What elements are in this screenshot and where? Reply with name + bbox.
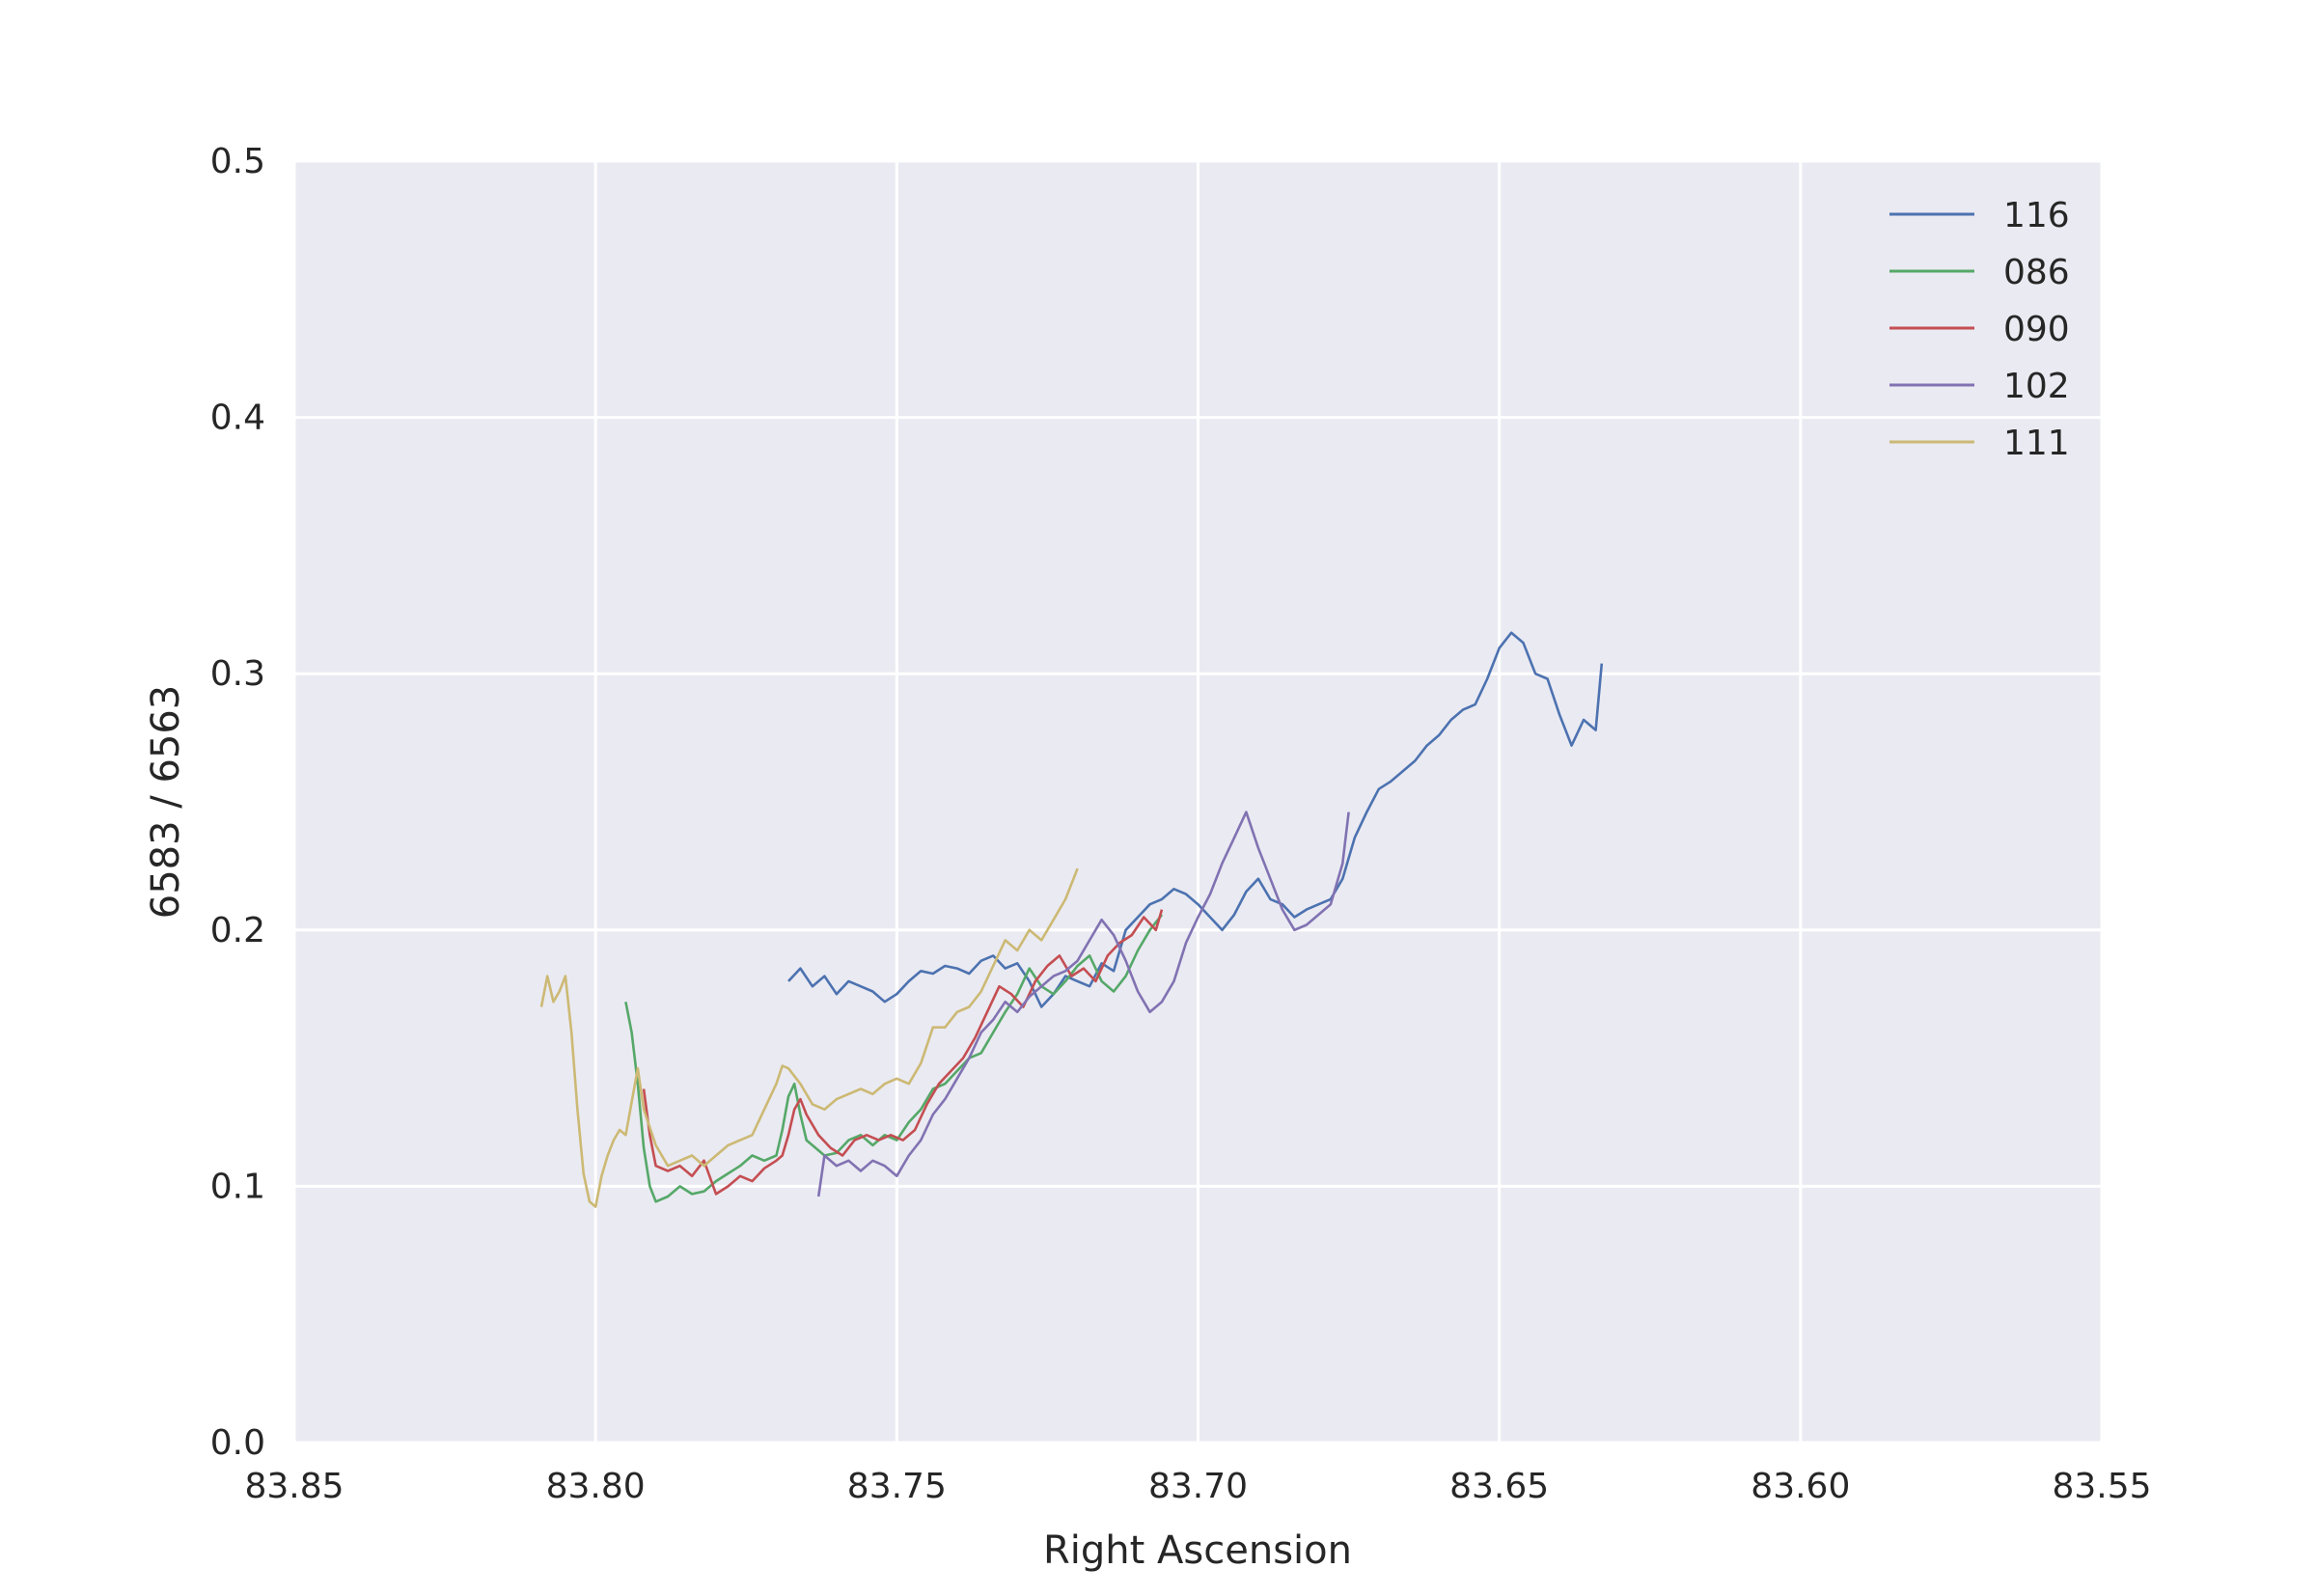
x-tick-label: 83.70 bbox=[1148, 1467, 1248, 1506]
legend: 116 086 090 102 111 bbox=[1889, 196, 2070, 463]
legend-label-102: 102 bbox=[2003, 367, 2070, 406]
y-tick-label: 0.4 bbox=[210, 399, 265, 438]
series-lines bbox=[539, 631, 1604, 1208]
y-tick-label: 0.2 bbox=[210, 911, 265, 950]
x-tick-label: 83.60 bbox=[1751, 1467, 1850, 1506]
legend-label-116: 116 bbox=[2003, 196, 2070, 235]
x-tick-label: 83.65 bbox=[1449, 1467, 1549, 1506]
series-line-090 bbox=[642, 909, 1164, 1196]
x-tick-label: 83.55 bbox=[2052, 1467, 2151, 1506]
y-tick-label: 0.5 bbox=[210, 142, 265, 181]
y-tick-label: 0.0 bbox=[210, 1423, 265, 1463]
series-line-111 bbox=[539, 867, 1079, 1208]
y-tick-label: 0.3 bbox=[210, 654, 265, 694]
legend-label-086: 086 bbox=[2003, 253, 2070, 292]
series-line-116 bbox=[787, 631, 1604, 1008]
series-line-086 bbox=[624, 914, 1164, 1203]
x-axis-label: Right Ascension bbox=[1043, 1528, 1352, 1573]
y-axis-label: 6583 / 6563 bbox=[144, 685, 188, 920]
series-line-102 bbox=[816, 811, 1350, 1197]
x-tick-label: 83.75 bbox=[847, 1467, 947, 1506]
y-tick-label: 0.1 bbox=[210, 1167, 265, 1206]
y-tick-labels: 0.0 0.1 0.2 0.3 0.4 0.5 bbox=[210, 142, 265, 1463]
legend-label-111: 111 bbox=[2003, 424, 2070, 463]
x-tick-label: 83.85 bbox=[244, 1467, 344, 1506]
x-tick-labels: 83.85 83.80 83.75 83.70 83.65 83.60 83.55 bbox=[244, 1467, 2151, 1506]
grid-lines bbox=[292, 159, 2104, 1445]
legend-label-090: 090 bbox=[2003, 310, 2070, 349]
x-tick-label: 83.80 bbox=[546, 1467, 646, 1506]
